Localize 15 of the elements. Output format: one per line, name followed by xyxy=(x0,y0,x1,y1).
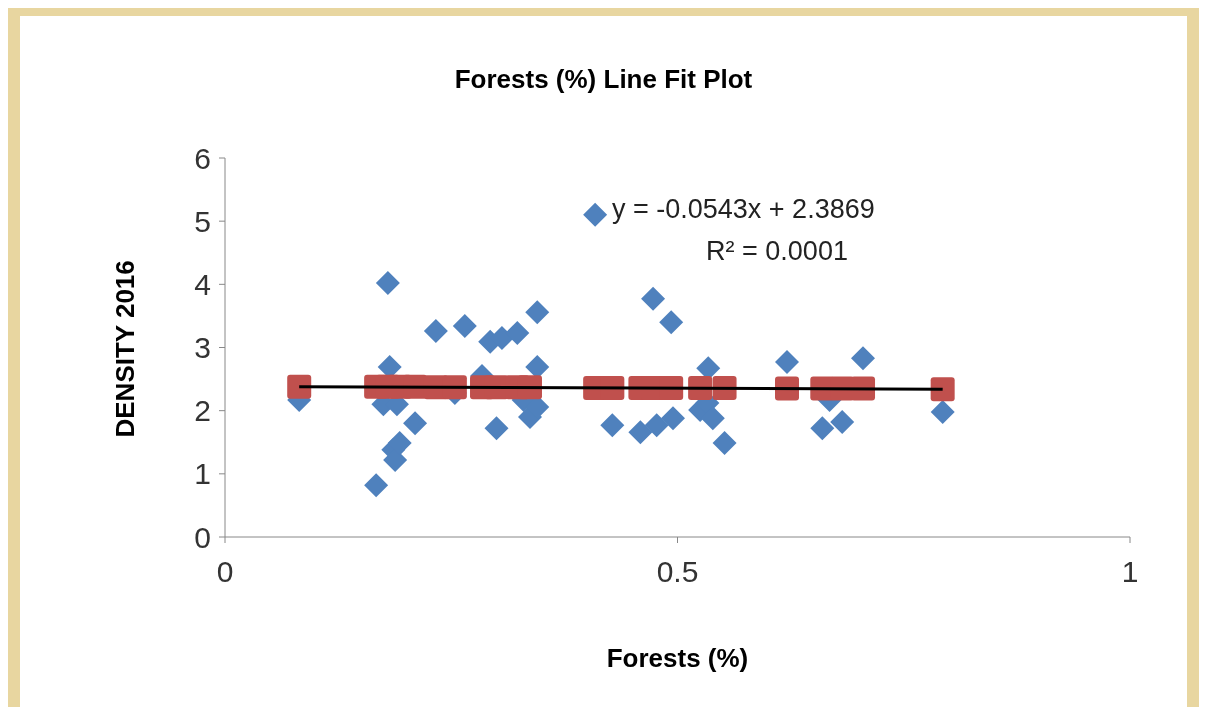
y-tick-label: 2 xyxy=(194,394,211,428)
annotation: y = -0.0543x + 2.3869 xyxy=(612,194,876,225)
y-tick-label: 0 xyxy=(194,520,211,554)
chart-title: Forests (%) Line Fit Plot xyxy=(453,64,754,95)
x-tick-label: 0.5 xyxy=(656,555,699,589)
x-axis-title: Forests (%) xyxy=(606,643,749,673)
annotation: R² = 0.0001 xyxy=(705,236,849,267)
y-tick-label: 3 xyxy=(194,331,211,365)
x-tick-label: 1 xyxy=(1121,555,1139,589)
x-tick-label: 0 xyxy=(216,555,234,589)
y-tick-label: 6 xyxy=(194,141,211,175)
y-axis-title: DENSITY 2016 xyxy=(110,260,141,438)
y-tick-label: 1 xyxy=(194,457,211,491)
y-tick-label: 5 xyxy=(194,204,211,238)
y-tick-label: 4 xyxy=(194,267,211,301)
